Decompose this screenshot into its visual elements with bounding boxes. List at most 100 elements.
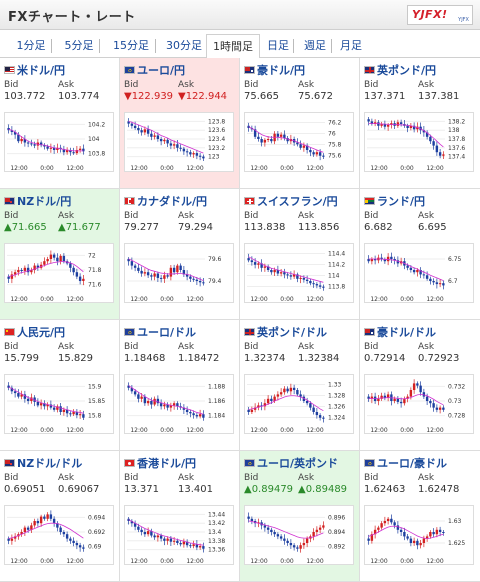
- candle-body: [412, 540, 416, 543]
- pair-name: ランド/円: [377, 195, 426, 208]
- tab-7[interactable]: 月足: [334, 34, 368, 58]
- bid-value: ▲0.89479: [244, 484, 294, 495]
- bid-label: Bid: [124, 473, 139, 483]
- y-tick-label: 1.184: [208, 413, 225, 420]
- pair-title[interactable]: ユーロ/豪ドル: [364, 456, 447, 470]
- pair-title[interactable]: 豪ドル/ドル: [364, 325, 436, 339]
- y-tick-label: 123.6: [208, 127, 225, 134]
- rate-card[interactable]: NZドル/円 Bid Ask ▲71.665 ▲71.677 72 71.8 71.6 12:0…: [0, 189, 120, 320]
- rate-card[interactable]: ユーロ/豪ドル Bid Ask 1.62463 1.62478 1.63 1.625 12:0…: [360, 451, 480, 582]
- candle-body: [43, 261, 46, 265]
- candle-body: [419, 543, 422, 546]
- pair-title[interactable]: ランド/円: [364, 194, 425, 208]
- y-tick-label: 0.73: [448, 398, 462, 405]
- rate-card[interactable]: 英ポンド/円 Bid Ask 137.371 137.381 138.2 138 137.8 1…: [360, 58, 480, 189]
- pair-title[interactable]: NZドル/円: [4, 194, 71, 208]
- rate-card[interactable]: 人民元/円 Bid Ask 15.799 15.829 15.9 15.85 15.8 12:0…: [0, 320, 120, 451]
- rate-chart[interactable]: 76.2 76 75.8 75.6 12:00 0:00 12:00: [244, 112, 354, 172]
- rate-chart[interactable]: 138.2 138 137.8 137.6 137.4 12:00 0:00 12:00: [364, 112, 474, 172]
- tab-3[interactable]: 30分足: [160, 34, 208, 58]
- rate-card[interactable]: NZドル/ドル Bid Ask 0.69051 0.69067 0.694 0.692 0.6…: [0, 451, 120, 582]
- tab-5[interactable]: 日足: [262, 34, 294, 58]
- cn-flag-icon: [4, 328, 15, 336]
- ask-label: Ask: [178, 211, 195, 221]
- tab-6[interactable]: 週足: [298, 34, 332, 58]
- rate-card[interactable]: ユーロ/英ポンド Bid Ask ▲0.89479 ▲0.89489 0.896 0.894…: [240, 451, 360, 582]
- yjfx-logo[interactable]: YJFX! YJFX: [407, 5, 473, 25]
- rate-card[interactable]: カナダドル/円 Bid Ask 79.277 79.294 79.6 79.4 12:00 0:…: [120, 189, 240, 320]
- tab-1[interactable]: 5分足: [58, 34, 100, 58]
- y-tick-label: 138: [448, 127, 460, 134]
- bid-label: Bid: [244, 473, 259, 483]
- tab-0[interactable]: 1分足: [10, 34, 52, 58]
- rate-card[interactable]: 豪ドル/円 Bid Ask 75.665 75.672 76.2 76 75.8 75.6 12:…: [240, 58, 360, 189]
- candle-body: [429, 401, 432, 404]
- y-tick-label: 123.2: [208, 145, 225, 152]
- rate-chart[interactable]: 13.44 13.42 13.4 13.38 13.36 12:00 0:00 12:00: [124, 505, 234, 565]
- candle-body: [46, 404, 49, 407]
- candle-body: [166, 139, 169, 144]
- pair-title[interactable]: 香港ドル/円: [124, 456, 196, 470]
- pair-title[interactable]: 人民元/円: [4, 325, 65, 339]
- moving-average-line: [8, 522, 84, 539]
- rate-chart[interactable]: 0.732 0.73 0.728 12:00 0:00 12:00: [364, 374, 474, 434]
- ca-flag-icon: [124, 197, 135, 205]
- pair-title[interactable]: NZドル/ドル: [4, 456, 82, 470]
- candle-body: [198, 546, 202, 548]
- rate-card[interactable]: 英ポンド/ドル Bid Ask 1.32374 1.32384 1.33 1.328 1.32…: [240, 320, 360, 451]
- tab-4[interactable]: 1時間足: [206, 34, 260, 59]
- pair-title[interactable]: 英ポンド/ドル: [244, 325, 327, 339]
- candle-body: [72, 267, 75, 273]
- pair-title[interactable]: 英ポンド/円: [364, 63, 436, 77]
- x-tick-label: 12:00: [10, 296, 27, 303]
- rate-chart[interactable]: 114.4 114.2 114 113.8 12:00 0:00 12:00: [244, 243, 354, 303]
- pair-title[interactable]: スイスフラン/円: [244, 194, 338, 208]
- ask-label: Ask: [178, 473, 195, 483]
- tab-2[interactable]: 15分足: [106, 34, 156, 58]
- x-tick-label: 0:00: [400, 165, 414, 172]
- pair-title[interactable]: ユーロ/円: [124, 63, 185, 77]
- rate-card[interactable]: 香港ドル/円 Bid Ask 13.371 13.401 13.44 13.42 13.4 13…: [120, 451, 240, 582]
- candle-body: [380, 257, 383, 260]
- rate-chart[interactable]: 0.694 0.692 0.69 12:00 0:00 12:00: [4, 505, 114, 565]
- rate-chart[interactable]: 1.33 1.328 1.326 1.324 12:00 0:00 12:00: [244, 374, 354, 434]
- rate-chart[interactable]: 104.2 104 103.8 12:00 0:00 12:00: [4, 112, 114, 172]
- x-tick-label: 12:00: [426, 558, 443, 565]
- pair-title[interactable]: 米ドル/円: [4, 63, 65, 77]
- moving-average-line: [248, 395, 324, 412]
- rate-card[interactable]: ユーロ/ドル Bid Ask 1.18468 1.18472 1.188 1.186 1.18…: [120, 320, 240, 451]
- y-tick-label: 123.8: [208, 118, 225, 125]
- candlestick-chart: 72 71.8 71.6 12:00 0:00 12:00: [7, 250, 102, 303]
- y-tick-label: 1.326: [328, 404, 345, 411]
- candlestick-chart: 0.694 0.692 0.69 12:00 0:00 12:00: [7, 510, 105, 565]
- candle-body: [46, 514, 49, 519]
- bid-label: Bid: [364, 211, 379, 221]
- pair-title[interactable]: ユーロ/ドル: [124, 325, 196, 339]
- rate-card[interactable]: スイスフラン/円 Bid Ask 113.838 113.856 114.4 114.2 11…: [240, 189, 360, 320]
- rate-chart[interactable]: 79.6 79.4 12:00 0:00 12:00: [124, 243, 234, 303]
- candle-body: [318, 527, 322, 530]
- candle-body: [302, 543, 306, 546]
- rate-chart[interactable]: 123.8 123.6 123.4 123.2 123 12:00 0:00 12:00: [124, 112, 234, 172]
- rate-chart[interactable]: 6.75 6.7 12:00 0:00 12:00: [364, 243, 474, 303]
- candle-body: [140, 396, 143, 399]
- rate-chart[interactable]: 15.9 15.85 15.8 12:00 0:00 12:00: [4, 374, 114, 434]
- rate-card[interactable]: ランド/円 Bid Ask 6.682 6.695 6.75 6.7 12:00 0:00 12:…: [360, 189, 480, 320]
- rate-card[interactable]: ユーロ/円 Bid Ask ▼122.939 ▼122.944 123.8 123.6 123…: [120, 58, 240, 189]
- bid-value: ▼122.939: [124, 91, 174, 102]
- candle-body: [305, 145, 309, 150]
- rate-card[interactable]: 米ドル/円 Bid Ask 103.772 103.774 104.2 104 103.8 12…: [0, 58, 120, 189]
- candle-body: [133, 125, 137, 128]
- pair-title[interactable]: ユーロ/英ポンド: [244, 456, 338, 470]
- candle-body: [299, 144, 302, 148]
- candle-body: [10, 130, 14, 132]
- rate-card[interactable]: 豪ドル/ドル Bid Ask 0.72914 0.72923 0.732 0.73 0.728…: [360, 320, 480, 451]
- rate-chart[interactable]: 0.896 0.894 0.892 12:00 0:00 12:00: [244, 505, 354, 565]
- rate-chart[interactable]: 1.188 1.186 1.184 12:00 0:00 12:00: [124, 374, 234, 434]
- candle-body: [406, 125, 409, 128]
- pair-title[interactable]: 豪ドル/円: [244, 63, 305, 77]
- rate-chart[interactable]: 72 71.8 71.6 12:00 0:00 12:00: [4, 243, 114, 303]
- rate-chart[interactable]: 1.63 1.625 12:00 0:00 12:00: [364, 505, 474, 565]
- pair-title[interactable]: カナダドル/円: [124, 194, 207, 208]
- x-tick-label: 12:00: [250, 558, 267, 565]
